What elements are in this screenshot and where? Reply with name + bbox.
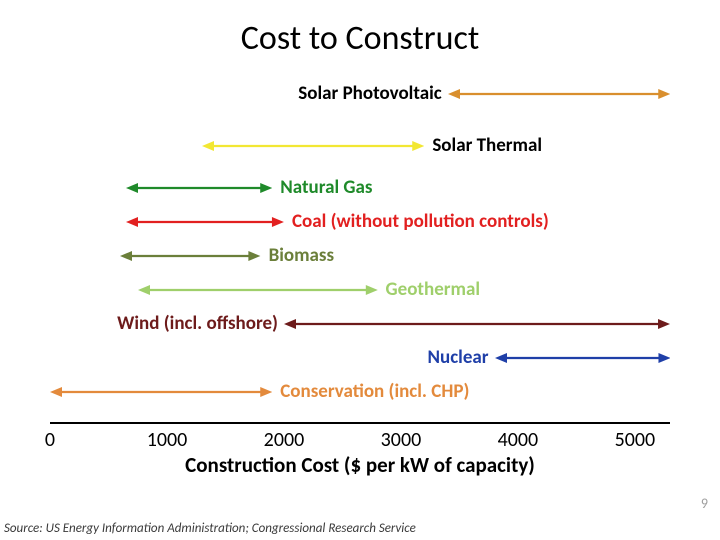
series-row: Conservation (incl. CHP)	[0, 378, 720, 412]
x-axis-label: Construction Cost ($ per kW of capacity)	[0, 452, 720, 478]
series-row: Nuclear	[0, 344, 720, 378]
series-row: Geothermal	[0, 276, 720, 310]
series-label: Conservation (incl. CHP)	[280, 380, 469, 403]
series-row: Coal (without pollution controls)	[0, 208, 720, 242]
series-label: Coal (without pollution controls)	[292, 210, 549, 233]
series-row: Biomass	[0, 242, 720, 276]
x-tick: 1000	[147, 428, 188, 452]
chart-title: Cost to Construct	[0, 18, 720, 59]
series-label: Nuclear	[428, 346, 489, 369]
x-axis-line	[50, 422, 670, 424]
series-row: Solar Thermal	[0, 132, 720, 166]
series-label: Geothermal	[386, 278, 481, 301]
x-axis-ticks: 010002000300040005000	[50, 428, 670, 452]
series-row: Wind (incl. offshore)	[0, 310, 720, 344]
x-tick: 0	[45, 428, 55, 452]
series-row: Solar Photovoltaic	[0, 80, 720, 114]
series-label: Wind (incl. offshore)	[117, 312, 278, 335]
x-tick: 5000	[615, 428, 656, 452]
x-tick: 2000	[264, 428, 305, 452]
series-label: Solar Thermal	[432, 134, 542, 157]
slide-number: 9	[701, 495, 708, 512]
chart-area: Solar Photovoltaic Solar Thermal Natural G…	[0, 80, 720, 440]
source-citation: Source: US Energy Information Administra…	[4, 521, 416, 536]
series-label: Solar Photovoltaic	[298, 82, 441, 105]
series-label: Natural Gas	[280, 176, 372, 199]
x-tick: 3000	[381, 428, 422, 452]
series-row: Natural Gas	[0, 174, 720, 208]
series-label: Biomass	[269, 244, 335, 267]
x-tick: 4000	[498, 428, 539, 452]
